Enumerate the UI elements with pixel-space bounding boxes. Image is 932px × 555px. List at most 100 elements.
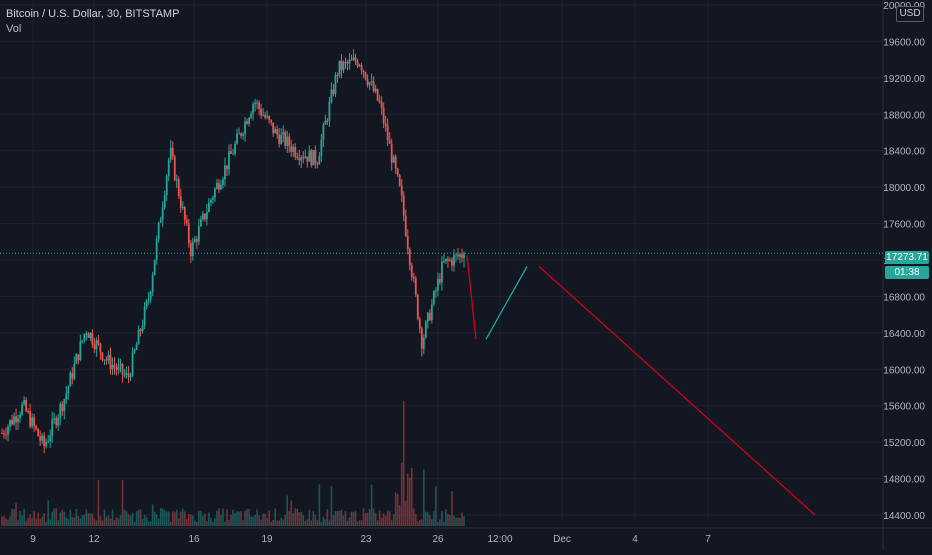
volume-bar	[437, 521, 439, 526]
volume-bar	[3, 516, 5, 526]
candle-body	[290, 146, 293, 153]
volume-bar	[131, 512, 134, 526]
volume-bar	[101, 520, 104, 526]
volume-bar	[312, 511, 315, 526]
candle-body	[5, 434, 7, 436]
projection-line-down	[466, 255, 477, 340]
volume-bar	[425, 511, 427, 526]
volume-bar	[232, 509, 234, 526]
volume-bar	[87, 513, 90, 526]
volume-bar	[208, 512, 210, 526]
volume-bar	[13, 508, 15, 526]
volume-bar	[240, 511, 242, 526]
volume-bar	[320, 521, 323, 526]
volume-bar	[346, 520, 349, 526]
candle-body	[322, 124, 325, 140]
candle-body	[157, 222, 160, 240]
candle-body	[220, 184, 222, 190]
candle-body	[139, 329, 142, 332]
volume-bar	[21, 515, 23, 526]
volume-bar	[7, 519, 9, 526]
volume-bar	[238, 511, 240, 526]
volume-bar	[256, 509, 258, 526]
candle-body	[103, 359, 106, 361]
volume-bar	[222, 508, 224, 526]
volume-bar	[173, 512, 176, 526]
volume-bar	[230, 514, 232, 526]
candle-body	[218, 182, 220, 190]
candle-body	[244, 121, 246, 135]
candle-body	[91, 332, 94, 345]
candle-body	[71, 372, 74, 379]
volume-bar	[167, 511, 170, 526]
candle-body	[21, 404, 23, 415]
symbol-title[interactable]: Bitcoin / U.S. Dollar, 30, BITSTAMP	[6, 8, 180, 20]
candle-body	[398, 175, 401, 186]
volume-bar	[378, 510, 381, 526]
volume-bar	[310, 520, 313, 526]
candle-body	[230, 151, 232, 154]
candle-body	[201, 213, 204, 220]
candle-body	[33, 417, 36, 426]
candle-body	[101, 352, 104, 361]
candle-body	[95, 340, 98, 350]
volume-bar	[202, 515, 204, 526]
candle-body	[304, 156, 307, 159]
price-axis-tick-label: 16000.00	[883, 365, 925, 376]
candle-body	[436, 279, 439, 291]
candle-body	[250, 113, 252, 119]
volume-bar	[330, 486, 333, 526]
volume-bar	[326, 509, 329, 526]
volume-bar	[147, 521, 150, 526]
candle-body	[141, 325, 144, 332]
candle-body	[378, 100, 381, 103]
candle-body	[276, 128, 279, 135]
candle-body	[274, 128, 277, 134]
volume-bar	[451, 491, 453, 526]
candle-body	[463, 253, 465, 258]
volume-bar	[264, 513, 266, 526]
volume-bar	[53, 508, 56, 526]
candle-body	[191, 242, 194, 257]
candle-body	[420, 328, 423, 349]
candle-body	[35, 425, 38, 429]
volume-bar	[294, 508, 297, 526]
candle-body	[406, 235, 409, 250]
candle-body	[117, 365, 120, 370]
candle-body	[53, 418, 56, 420]
candle-body	[115, 367, 118, 370]
volume-bar	[159, 508, 162, 526]
time-axis-tick-label: 7	[705, 534, 711, 545]
volume-bar	[149, 521, 152, 526]
candle-body	[428, 312, 431, 321]
volume-bar	[216, 510, 218, 526]
volume-bar	[109, 518, 112, 526]
volume-bar	[374, 512, 377, 526]
volume-bar	[181, 508, 184, 526]
volume-indicator-label[interactable]: Vol	[6, 23, 22, 35]
price-axis-tick-label: 17600.00	[883, 220, 925, 231]
candle-body	[242, 134, 244, 136]
candle-body	[113, 364, 116, 368]
volume-bar	[111, 509, 114, 526]
volume-bar	[234, 513, 236, 526]
price-axis-tick-label: 15200.00	[883, 438, 925, 449]
volume-bar	[308, 509, 311, 526]
candle-body	[49, 435, 52, 441]
volume-bar	[298, 512, 301, 526]
candle-body	[418, 318, 421, 329]
candle-body	[292, 146, 295, 153]
volume-bar	[171, 511, 174, 526]
volume-bar	[39, 518, 41, 526]
time-axis-tick-label: 16	[188, 534, 200, 545]
candle-body	[236, 133, 238, 144]
volume-bar	[258, 515, 260, 526]
volume-bar	[43, 513, 45, 526]
candle-body	[207, 202, 210, 213]
currency-badge[interactable]: USD	[896, 6, 924, 22]
candle-body	[165, 176, 168, 196]
volume-bar	[236, 511, 238, 526]
price-axis-tick-label: 18400.00	[883, 147, 925, 158]
